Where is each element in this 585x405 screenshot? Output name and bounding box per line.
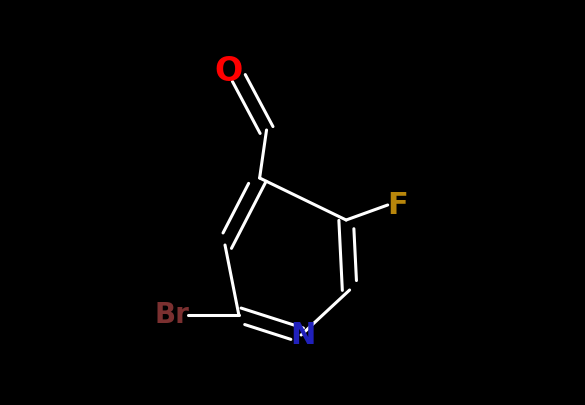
Text: O: O [215, 55, 243, 88]
Text: N: N [291, 320, 316, 350]
Text: Br: Br [154, 301, 190, 329]
Text: F: F [387, 190, 408, 220]
